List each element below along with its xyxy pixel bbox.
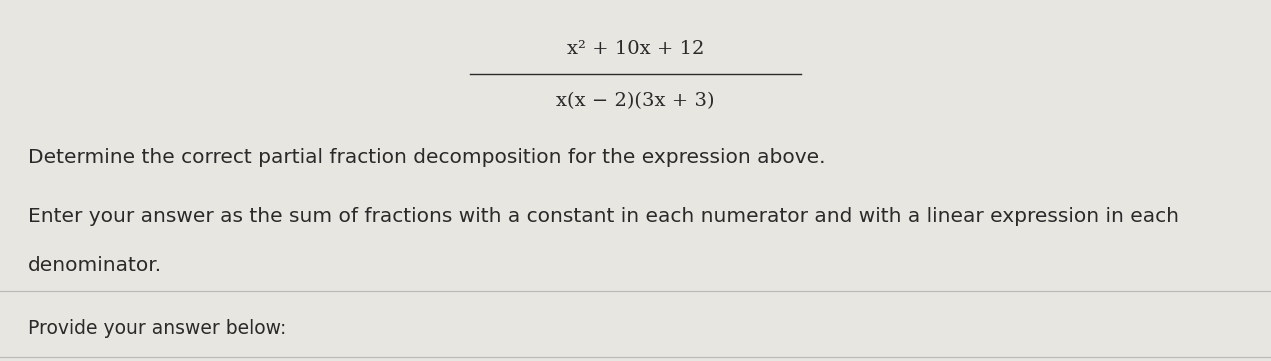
Text: denominator.: denominator. — [28, 256, 163, 275]
Text: Provide your answer below:: Provide your answer below: — [28, 319, 286, 338]
Text: Enter your answer as the sum of fractions with a constant in each numerator and : Enter your answer as the sum of fraction… — [28, 207, 1179, 226]
Text: x(x − 2)(3x + 3): x(x − 2)(3x + 3) — [557, 92, 714, 110]
Text: x² + 10x + 12: x² + 10x + 12 — [567, 40, 704, 58]
Text: Determine the correct partial fraction decomposition for the expression above.: Determine the correct partial fraction d… — [28, 148, 825, 166]
